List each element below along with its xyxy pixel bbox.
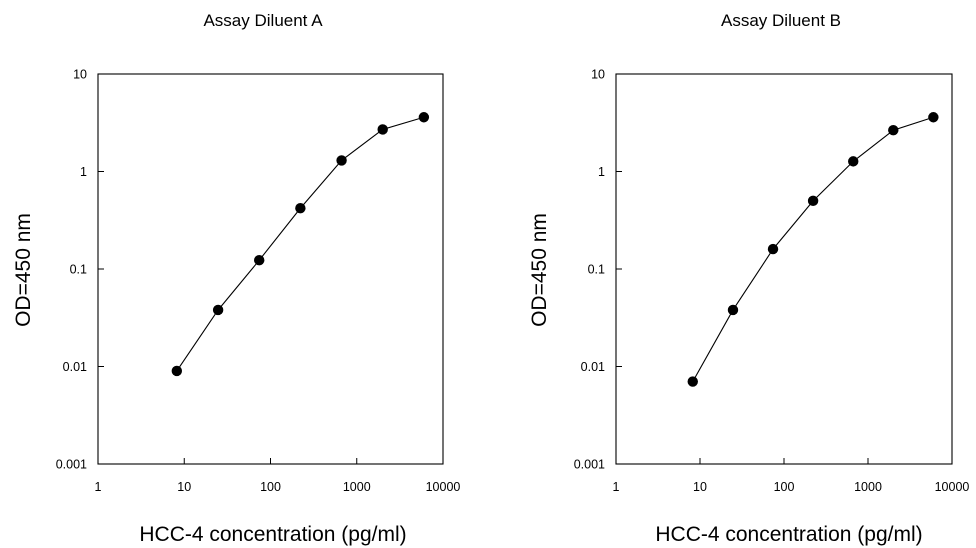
panel-b-y-tick-label: 10 (591, 68, 605, 82)
panel-b-x-tick-label: 1000 (854, 480, 882, 494)
panel-b-x-tick-label: 100 (774, 480, 795, 494)
panel-b-data-point (888, 125, 899, 136)
panel-a-x-axis-label: HCC-4 concentration (pg/ml) (139, 523, 406, 546)
panel-b-plot-frame (615, 73, 953, 465)
panel-b-marks (687, 112, 939, 387)
panel-b-y-axis-label: OD=450 nm (528, 213, 551, 327)
panel-a-y-tick-label: 0.01 (63, 360, 87, 374)
panel-b-x-axis-label: HCC-4 concentration (pg/ml) (655, 523, 922, 546)
panel-b-series-line (692, 116, 934, 382)
panel-a-y-tick-label: 10 (73, 68, 87, 82)
panel-a-x-tick-label: 1 (95, 480, 102, 494)
panel-a-marks (171, 112, 430, 377)
panel-b-x-tick-label: 1 (613, 480, 620, 494)
panel-b-data-point (928, 112, 939, 123)
panel-a-x-tick-label: 10000 (426, 480, 461, 494)
panel-a-x-tick-label: 1000 (343, 480, 371, 494)
panel-a-y-tick-label: 1 (80, 165, 87, 179)
panel-b-data-point (807, 195, 819, 207)
panel-b-x-tick-label: 10 (693, 480, 707, 494)
panel-a-plot-frame (97, 73, 444, 465)
panel-b-y-tick-label: 0.01 (581, 360, 605, 374)
panel-b-data-point (767, 243, 779, 255)
panel-b: Assay Diluent B OD=450 nm HCC-4 concentr… (528, 11, 969, 546)
panel-a-ticks: 1 10 100 1000 10000 0.001 0.01 0.1 1 10 (56, 68, 461, 495)
panel-a-series-line (176, 116, 425, 372)
panel-a-data-point (295, 203, 306, 214)
panel-a-data-point (254, 255, 265, 266)
panel-b-y-tick-label: 0.1 (588, 263, 605, 277)
panel-b-x-tick-label: 10000 (935, 480, 970, 494)
panel-b-y-tick-label: 0.001 (574, 458, 605, 472)
panel-a-data-point (418, 112, 430, 123)
panel-a-x-tick-label: 100 (260, 480, 281, 494)
panel-a-title: Assay Diluent A (203, 11, 323, 30)
panel-a-data-point (212, 304, 224, 316)
panel-a-y-tick-label: 0.001 (56, 458, 87, 472)
panel-b-y-tick-label: 1 (598, 165, 605, 179)
panel-a-data-point (171, 365, 183, 377)
panel-b-data-point (848, 156, 859, 167)
panel-a-y-tick-label: 0.1 (70, 263, 87, 277)
panel-b-ticks: 1 10 100 1000 10000 0.001 0.01 0.1 1 10 (574, 68, 970, 495)
panel-a-x-tick-label: 10 (177, 480, 191, 494)
panel-a-y-axis-label: OD=450 nm (12, 213, 35, 327)
panel-b-data-point (727, 304, 739, 316)
panel-a-data-point (336, 155, 347, 166)
panel-a: Assay Diluent A OD=450 nm HCC-4 concentr… (12, 11, 460, 546)
panel-b-title: Assay Diluent B (721, 11, 841, 30)
panel-b-data-point (687, 376, 698, 387)
panel-a-data-point (377, 124, 388, 135)
